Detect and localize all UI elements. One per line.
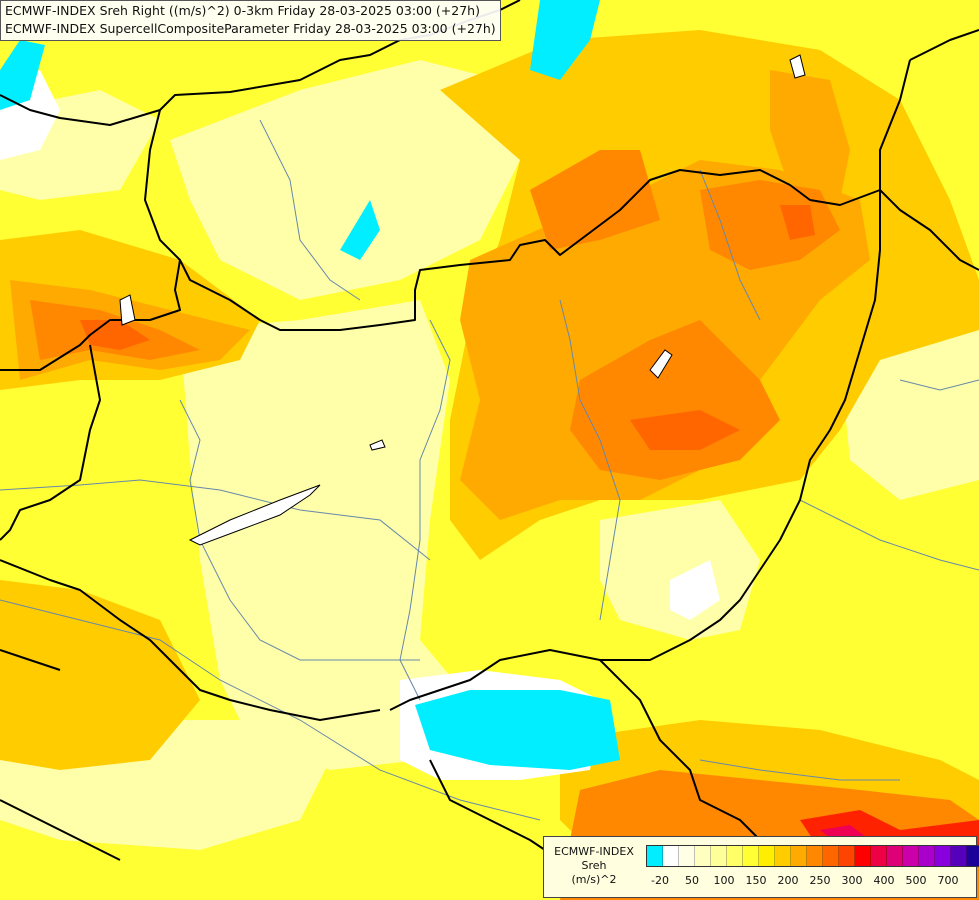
map-title-line-1: ECMWF-INDEX Sreh Right ((m/s)^2) 0-3km F…	[5, 3, 480, 18]
legend-swatch	[951, 846, 967, 866]
legend-swatch	[887, 846, 903, 866]
sreh-field-orange-ne2	[700, 180, 840, 270]
sreh-field-cyan-nw	[0, 40, 45, 110]
legend-swatch	[871, 846, 887, 866]
sreh-field-cyan-north-2	[340, 200, 380, 260]
legend-swatch	[695, 846, 711, 866]
legend-tick-label: 400	[873, 874, 895, 887]
sreh-field-amber-southwest	[0, 580, 200, 770]
legend-swatch	[711, 846, 727, 866]
sreh-field-pale-se	[600, 500, 760, 640]
legend-swatch	[807, 846, 823, 866]
legend-label-variable: Sreh	[581, 859, 607, 872]
sreh-field-red-west	[80, 320, 150, 350]
rivers	[0, 119, 979, 821]
sreh-field-pale-east	[840, 330, 979, 500]
legend-color-bar	[646, 845, 979, 867]
legend-tick-label: 700	[937, 874, 959, 887]
legend-swatch	[823, 846, 839, 866]
sreh-field-pale-central	[180, 300, 470, 770]
legend-ticks: -20 50 100 150 200 250 300 400 500 700	[646, 874, 976, 890]
legend-swatch	[791, 846, 807, 866]
legend-swatch	[759, 846, 775, 866]
legend-swatch	[743, 846, 759, 866]
legend-tick-label: 300	[841, 874, 863, 887]
sreh-field-orange-upper	[530, 150, 660, 250]
legend-swatch	[839, 846, 855, 866]
legend-swatch	[935, 846, 951, 866]
lake-small-4	[789, 54, 806, 79]
legend-tick-label: 150	[745, 874, 767, 887]
legend-swatch	[775, 846, 791, 866]
legend-tick-label: -20	[651, 874, 669, 887]
lake-small-2	[649, 349, 673, 379]
sreh-field-pale-north	[170, 60, 520, 300]
legend-swatch	[903, 846, 919, 866]
sreh-field-white-east	[670, 560, 720, 620]
lake-small-3	[119, 294, 136, 326]
legend-tick-label: 100	[713, 874, 735, 887]
legend-label: ECMWF-INDEX Sreh (m/s)^2	[546, 845, 642, 887]
legend-tick-label: 200	[777, 874, 799, 887]
legend-swatch	[647, 846, 663, 866]
sreh-field-cyan-south	[415, 690, 620, 770]
sreh-field-cyan-north-1	[530, 0, 600, 80]
legend-swatch	[919, 846, 935, 866]
sreh-field-red-ne	[780, 205, 815, 240]
legend-swatch	[679, 846, 695, 866]
legend-swatch	[663, 846, 679, 866]
sreh-field-red-east	[630, 410, 740, 450]
lake-balaton	[188, 484, 321, 546]
map-title-line-2: ECMWF-INDEX SupercellCompositeParameter …	[5, 21, 496, 36]
legend-swatch	[727, 846, 743, 866]
legend-swatch	[855, 846, 871, 866]
legend-label-unit: (m/s)^2	[571, 873, 617, 886]
lake-small-1	[369, 439, 386, 451]
sreh-field-orange-ne	[770, 70, 850, 200]
legend-tick-label: 250	[809, 874, 831, 887]
legend-tick-label: 500	[905, 874, 927, 887]
legend-tick-label: 50	[685, 874, 699, 887]
legend-label-source: ECMWF-INDEX	[554, 845, 634, 858]
sreh-field-orange-deep	[570, 320, 780, 480]
map-title: ECMWF-INDEX Sreh Right ((m/s)^2) 0-3km F…	[0, 0, 501, 41]
color-legend: ECMWF-INDEX Sreh (m/s)^2 -20 50 100 150 200 2…	[543, 836, 979, 898]
legend-swatch	[967, 846, 979, 866]
